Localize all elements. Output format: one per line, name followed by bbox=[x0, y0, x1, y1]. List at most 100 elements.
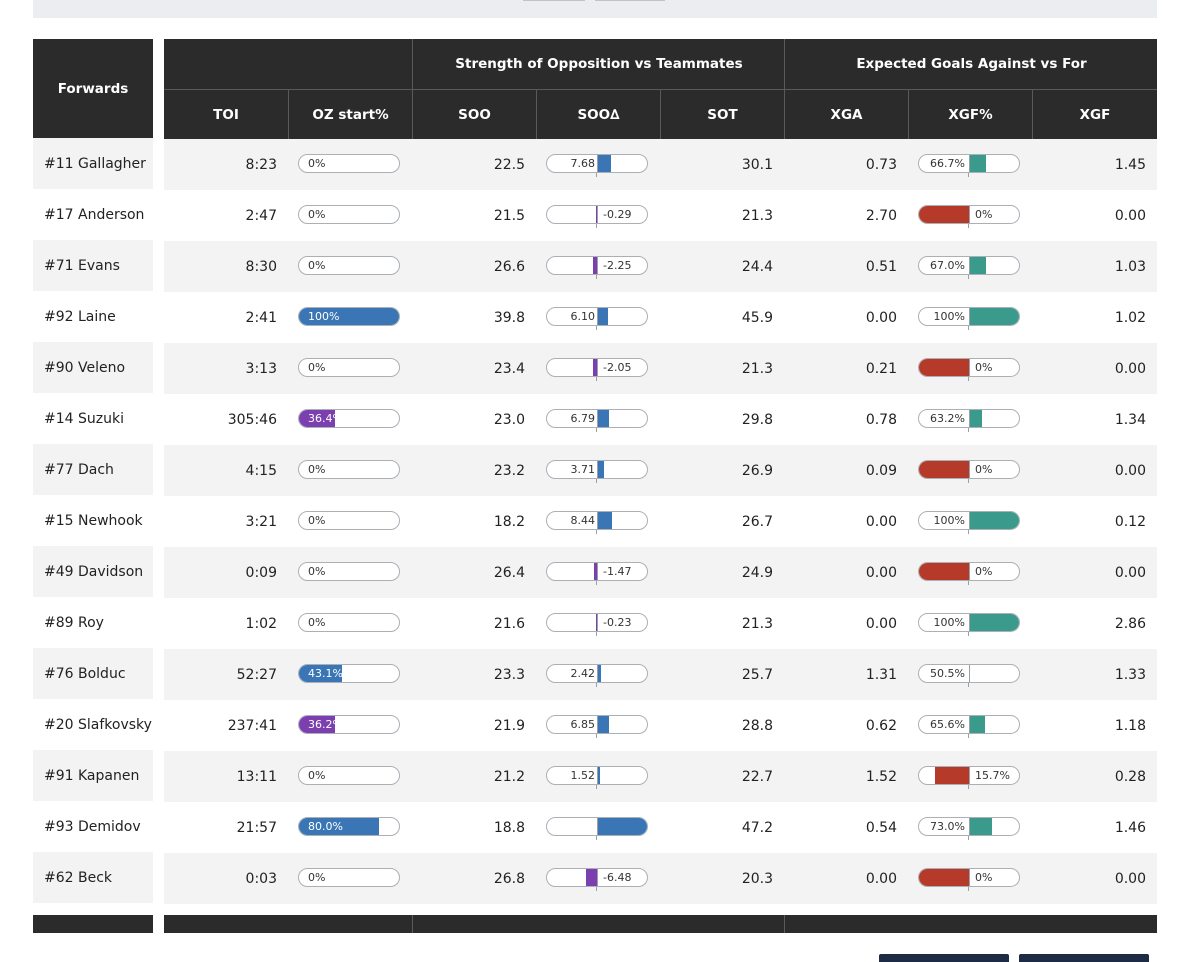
player-name[interactable]: #92 Laine bbox=[44, 308, 116, 325]
table-row: 0:09 0% 26.4 -1.47 24.9 0.00 0% 0.00 bbox=[164, 547, 1157, 598]
col-xgf[interactable]: XGF bbox=[1032, 90, 1157, 139]
player-name[interactable]: #62 Beck bbox=[33, 852, 153, 903]
xgf-pct-center bbox=[969, 563, 970, 580]
xgf-pct-center bbox=[969, 869, 970, 886]
player-name[interactable]: #77 Dach bbox=[33, 444, 153, 495]
col-soo-delta[interactable]: SOO∆ bbox=[536, 90, 660, 139]
xgf-pct-label: 0% bbox=[975, 565, 993, 578]
soo-value: 21.2 bbox=[493, 768, 525, 785]
soo-delta-center bbox=[597, 869, 598, 886]
col-sot[interactable]: SOT bbox=[660, 90, 784, 139]
player-name[interactable]: #90 Veleno bbox=[33, 342, 153, 393]
soo-delta-fill bbox=[597, 155, 611, 172]
soo-delta-fill bbox=[597, 665, 602, 682]
xgf-pct-label: 73.0% bbox=[930, 820, 965, 833]
xgf-pct-fill bbox=[919, 563, 969, 580]
xgf-pct-label: 67.0% bbox=[930, 259, 965, 272]
player-name[interactable]: #11 Gallagher bbox=[33, 138, 153, 189]
oz-start-bar: 0% bbox=[298, 613, 400, 632]
soo-delta-bar: -1.47 bbox=[546, 562, 648, 581]
xgf-value: 0.12 bbox=[1114, 513, 1146, 530]
group-header-xg: Expected Goals Against vs For bbox=[784, 39, 1158, 89]
oz-start-label: 36.4% bbox=[308, 412, 343, 425]
xga-value: 0.00 bbox=[865, 513, 897, 530]
toi-value: 8:30 bbox=[245, 258, 277, 275]
soo-delta-label: 6.85 bbox=[570, 718, 596, 731]
group-header-row: Strength of Opposition vs Teammates Expe… bbox=[164, 39, 1157, 89]
table-row: 305:46 36.4% 23.0 6.79 29.8 0.78 63.2% 1.34 bbox=[164, 394, 1157, 445]
group-header-soo: Strength of Opposition vs Teammates bbox=[412, 39, 785, 89]
oz-start-label: 0% bbox=[308, 616, 326, 629]
xgf-pct-label: 100% bbox=[933, 616, 965, 629]
soo-delta-tick bbox=[596, 581, 597, 585]
xgf-pct-bar: 0% bbox=[918, 562, 1020, 581]
player-name[interactable]: #15 Newhook bbox=[44, 512, 143, 529]
xgf-pct-tick bbox=[968, 683, 969, 687]
xgf-pct-tick bbox=[968, 887, 969, 891]
xgf-pct-bar: 0% bbox=[918, 868, 1020, 887]
soo-delta-fill bbox=[597, 410, 609, 427]
col-toi[interactable]: TOI bbox=[213, 106, 239, 123]
top-toolbar bbox=[33, 0, 1157, 18]
soo-delta-label: -2.05 bbox=[603, 361, 632, 374]
player-name[interactable]: #20 Slafkovsky bbox=[44, 716, 152, 733]
soo-delta-center bbox=[597, 818, 598, 835]
oz-start-bar: 36.2% bbox=[298, 715, 400, 734]
oz-start-bar: 0% bbox=[298, 868, 400, 887]
soo-delta-bar: -0.23 bbox=[546, 613, 648, 632]
toi-value: 2:41 bbox=[245, 309, 277, 326]
xgf-pct-center bbox=[969, 410, 970, 427]
xga-value: 2.70 bbox=[865, 207, 897, 224]
xgf-pct-center bbox=[969, 818, 970, 835]
oz-start-label: 36.2% bbox=[308, 718, 343, 731]
player-name[interactable]: #17 Anderson bbox=[44, 206, 145, 223]
xgf-pct-bar: 66.7% bbox=[918, 154, 1020, 173]
col-xga[interactable]: XGA bbox=[784, 90, 908, 139]
sot-value: 21.3 bbox=[741, 615, 773, 632]
soo-delta-center bbox=[597, 767, 598, 784]
forwards-header[interactable]: Forwards bbox=[33, 39, 153, 138]
xgf-pct-bar: 0% bbox=[918, 358, 1020, 377]
col-xgf-pct[interactable]: XGF% bbox=[908, 90, 1032, 139]
soo-delta-bar: 3.71 bbox=[546, 460, 648, 479]
player-name[interactable]: #89 Roy bbox=[44, 614, 104, 631]
player-name[interactable]: #14 Suzuki bbox=[44, 410, 124, 427]
soo-delta-bar: -6.48 bbox=[546, 868, 648, 887]
player-name[interactable]: #93 Demidov bbox=[44, 818, 141, 835]
player-name[interactable]: #91 Kapanen bbox=[33, 750, 153, 801]
soo-delta-tick bbox=[596, 326, 597, 330]
table-row: 237:41 36.2% 21.9 6.85 28.8 0.62 65.6% 1.18 bbox=[164, 700, 1157, 751]
xgf-value: 1.46 bbox=[1114, 819, 1146, 836]
table-row: 4:15 0% 23.2 3.71 26.9 0.09 0% 0.00 bbox=[164, 445, 1157, 496]
col-soo[interactable]: SOO bbox=[412, 90, 536, 139]
player-name[interactable]: #71 Evans bbox=[33, 240, 153, 291]
col-oz-start[interactable]: OZ start% bbox=[288, 90, 412, 139]
player-name[interactable]: #49 Davidson bbox=[33, 546, 153, 597]
pager-button[interactable] bbox=[879, 954, 1009, 962]
soo-delta-tick bbox=[596, 530, 597, 534]
sot-value: 28.8 bbox=[741, 717, 773, 734]
soo-value: 23.3 bbox=[493, 666, 525, 683]
table-row: 21:57 80.0% 18.8 28.4 47.2 0.54 73.0% 1.46 bbox=[164, 802, 1157, 853]
soo-delta-center bbox=[597, 512, 598, 529]
soo-delta-bar: 2.42 bbox=[546, 664, 648, 683]
soo-delta-tick bbox=[596, 683, 597, 687]
toolbar-button-edge[interactable] bbox=[595, 0, 665, 1]
oz-start-label: 0% bbox=[308, 361, 326, 374]
player-name[interactable]: #76 Bolduc bbox=[33, 648, 153, 699]
oz-start-label: 80.0% bbox=[308, 820, 343, 833]
toi-value: 2:47 bbox=[245, 207, 277, 224]
xgf-pct-fill bbox=[969, 614, 1019, 631]
xgf-pct-label: 0% bbox=[975, 361, 993, 374]
xgf-pct-center bbox=[969, 665, 970, 682]
table-row: 2:47 0% 21.5 -0.29 21.3 2.70 0% 0.00 bbox=[164, 190, 1157, 241]
xga-value: 0.51 bbox=[865, 258, 897, 275]
soo-delta-label: 28.4 bbox=[570, 820, 596, 833]
soo-value: 21.9 bbox=[493, 717, 525, 734]
table-row: 8:30 0% 26.6 -2.25 24.4 0.51 67.0% 1.03 bbox=[164, 241, 1157, 292]
soo-delta-fill bbox=[597, 512, 612, 529]
pager-button[interactable] bbox=[1019, 954, 1149, 962]
xgf-value: 0.00 bbox=[1114, 462, 1146, 479]
soo-value: 21.5 bbox=[493, 207, 525, 224]
toolbar-button-edge[interactable] bbox=[523, 0, 585, 1]
